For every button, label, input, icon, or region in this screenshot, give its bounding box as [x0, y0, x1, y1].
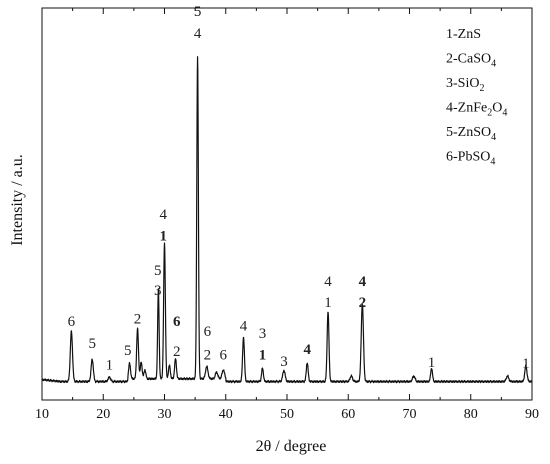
peak-label: 2 [359, 295, 367, 311]
peak-label: 3 [154, 283, 162, 299]
legend-entry: 6-PbSO4 [446, 150, 495, 168]
peak-label: 5 [88, 336, 96, 352]
peak-label: 5 [154, 263, 162, 279]
peak-label: 4 [303, 342, 311, 358]
xrd-pattern-line [41, 56, 533, 384]
x-tick-label: 40 [219, 407, 233, 422]
peak-label: 6 [68, 314, 76, 330]
peak-label: 1 [106, 357, 114, 373]
x-tick-label: 20 [96, 407, 110, 422]
plot-area [41, 56, 533, 384]
peak-label: 1 [324, 295, 332, 311]
peak-label: 1 [428, 355, 436, 371]
legend-entry: 3-SiO2 [446, 76, 484, 94]
y-axis-title: Intensity / a.u. [9, 154, 26, 246]
peak-label: 6 [204, 324, 212, 340]
peak-label: 4 [160, 207, 168, 223]
peak-label: 4 [324, 274, 332, 290]
peak-label: 1 [522, 356, 530, 372]
legend-entry: 1-ZnS [446, 27, 481, 42]
x-tick-label: 50 [280, 407, 294, 422]
axes: 10 20 30 40 50 60 70 80 90 [35, 7, 539, 422]
peak-label: 5 [124, 343, 132, 359]
peak-label: 3 [280, 354, 288, 370]
peak-label: 6 [220, 347, 228, 363]
peak-label: 2 [134, 312, 142, 328]
peak-label: 1 [259, 347, 267, 363]
legend-entry: 5-ZnSO4 [446, 125, 496, 143]
legend-entry: 2-CaSO4 [446, 52, 496, 70]
plot-frame [41, 7, 533, 401]
peak-label: 1 [160, 228, 168, 244]
peak-label: 4 [359, 274, 367, 290]
x-tick-label: 70 [403, 407, 417, 422]
x-tick-label: 10 [35, 407, 49, 422]
peak-label: 4 [194, 26, 202, 42]
peak-label: 2 [204, 347, 212, 363]
x-tick-label: 80 [464, 407, 478, 422]
x-tick-label: 60 [341, 407, 355, 422]
peak-label: 3 [259, 326, 267, 342]
x-axis-title: 2θ / degree [256, 438, 327, 455]
peak-label: 5 [194, 4, 202, 20]
peak-label: 4 [240, 318, 248, 334]
x-tick-label: 30 [158, 407, 172, 422]
peak-label: 6 [173, 314, 181, 330]
legend: 1-ZnS 2-CaSO4 3-SiO2 4-ZnFe2O4 5-ZnSO4 6-PbSO… [446, 27, 507, 168]
legend-entry: 4-ZnFe2O4 [446, 101, 507, 119]
x-tick-label: 90 [525, 407, 539, 422]
peak-label: 2 [173, 344, 181, 360]
